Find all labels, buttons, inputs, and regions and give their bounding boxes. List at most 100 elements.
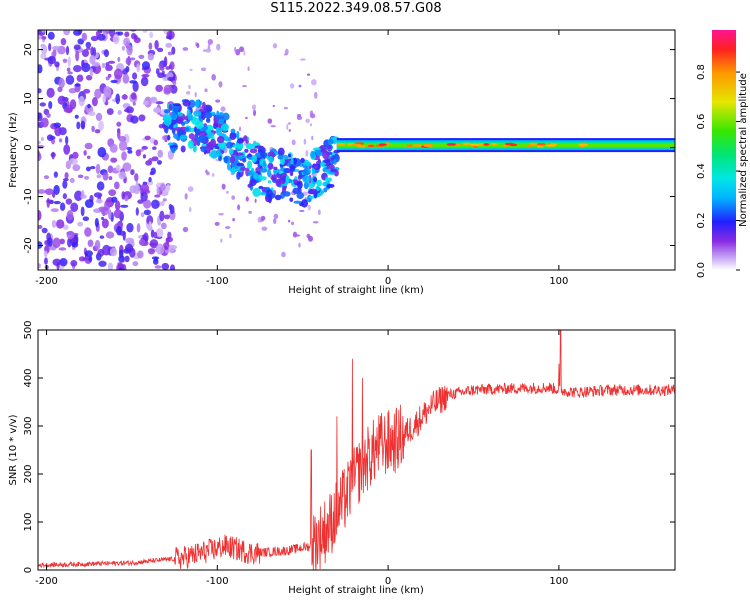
spectrogram-cell	[105, 64, 113, 72]
spectrogram-cell	[38, 88, 42, 94]
spectrogram-cell	[94, 88, 102, 99]
spectrogram-cell	[251, 104, 257, 111]
spectrogram-cell	[76, 121, 81, 130]
spectrogram-cell	[302, 164, 307, 169]
spectrogram-cell	[164, 125, 169, 134]
spectrogram-cell	[48, 42, 52, 52]
spectrogram-ytick-label: 20	[23, 43, 34, 56]
spectrogram-ytick-label: -20	[23, 237, 34, 253]
spectrogram-cell	[68, 88, 77, 94]
spectrogram-cell	[51, 219, 57, 228]
spectrogram-cell	[47, 31, 55, 40]
spectrogram-cell	[216, 130, 223, 136]
spectrogram-cell	[89, 55, 96, 65]
spectrogram-cell	[250, 167, 255, 173]
spectrogram-cell	[218, 112, 224, 116]
spectrogram-cell	[210, 138, 217, 148]
snr-ytick-label: 0	[23, 567, 34, 573]
spectrogram-cell	[168, 104, 173, 111]
spectrogram-cell	[157, 149, 164, 158]
spectrogram-cell	[102, 172, 109, 181]
spectrogram-ytick-label: 10	[23, 92, 34, 105]
spectrogram-peak	[536, 142, 546, 146]
spectrogram-cell	[46, 199, 54, 203]
spectrogram-cell	[38, 64, 43, 74]
spectrogram-cell	[94, 239, 101, 251]
spectrogram-cell	[204, 112, 213, 119]
spectrogram-cell	[98, 120, 104, 131]
spectrogram-cell	[290, 221, 295, 226]
spectrogram-cell	[69, 99, 77, 110]
spectrogram-cell	[231, 195, 236, 200]
spectrogram-cell	[105, 231, 115, 239]
spectrogram-cell	[282, 191, 291, 197]
spectrogram-cell	[72, 151, 79, 159]
spectrogram-cell	[38, 209, 42, 221]
spectrogram-cell	[77, 174, 84, 179]
spectrogram-cell	[166, 184, 171, 192]
spectrogram-cell	[307, 168, 311, 173]
spectrogram-cell	[84, 227, 92, 237]
spectrogram-cell	[142, 30, 148, 33]
spectrogram-cell	[216, 127, 223, 133]
spectrogram-cell	[259, 168, 268, 173]
spectrogram-cell	[130, 169, 135, 176]
spectrogram-cell	[53, 122, 62, 128]
spectrogram-cell	[302, 175, 311, 183]
spectrogram-cell	[59, 257, 68, 267]
spectrogram-cell	[142, 100, 149, 106]
spectrogram-cell	[237, 144, 244, 150]
spectrogram-cell	[123, 37, 131, 47]
spectrogram-peak	[504, 142, 515, 146]
spectrogram-cell	[185, 127, 190, 132]
spectrogram-cell	[84, 142, 93, 150]
spectrogram-cell	[321, 190, 325, 194]
spectrogram-cell	[258, 185, 264, 190]
spectrogram-cell	[70, 202, 79, 213]
spectrogram-cell	[147, 53, 155, 61]
spectrogram-cell	[118, 266, 124, 270]
spectrogram-cell	[293, 179, 298, 183]
spectrogram-cell	[94, 208, 100, 213]
spectrogram-cell	[236, 130, 240, 140]
spectrogram-cell	[201, 111, 206, 121]
spectrogram-cell	[309, 110, 314, 117]
snr-ytick-label: 200	[23, 464, 34, 483]
spectrogram-cell	[285, 175, 290, 184]
snr-ytick-label: 400	[23, 368, 34, 387]
spectrogram-cell	[211, 172, 215, 177]
spectrogram-cell	[311, 167, 316, 175]
spectrogram-cell	[77, 221, 84, 227]
spectrogram-cell	[135, 207, 139, 216]
spectrogram-cell	[220, 106, 226, 112]
spectrogram-cell	[116, 225, 122, 236]
spectrogram-cell	[136, 223, 141, 233]
spectrogram-cell	[284, 48, 289, 55]
spectrogram-cell	[182, 47, 189, 51]
spectrogram-cell	[257, 216, 262, 223]
spectrogram-cell	[206, 128, 212, 135]
spectrogram-peak	[549, 143, 558, 146]
spectrogram-cell	[142, 154, 147, 159]
spectrogram-cell	[64, 172, 69, 179]
spectrogram-cell	[40, 53, 47, 60]
spectrogram-cell	[325, 176, 329, 183]
spectrogram-cell	[113, 68, 123, 80]
spectrogram-peak	[367, 144, 375, 148]
spectrogram-cell	[150, 229, 155, 238]
spectrogram-cell	[95, 30, 101, 38]
spectrogram-cell	[326, 183, 335, 188]
spectrogram-cell	[168, 203, 173, 211]
spectrogram-cell	[185, 91, 191, 95]
snr-ytick-label: 300	[23, 416, 34, 435]
spectrogram-cell	[189, 68, 193, 72]
spectrogram-cell	[242, 157, 247, 163]
spectrogram-cell	[231, 166, 236, 175]
spectrogram-cell	[89, 67, 94, 77]
spectrogram-cell	[271, 174, 277, 182]
spectrogram-cell	[310, 123, 313, 127]
spectrogram-cell	[84, 250, 93, 257]
spectrogram-cell	[115, 93, 121, 105]
spectrogram-cell	[205, 48, 212, 53]
